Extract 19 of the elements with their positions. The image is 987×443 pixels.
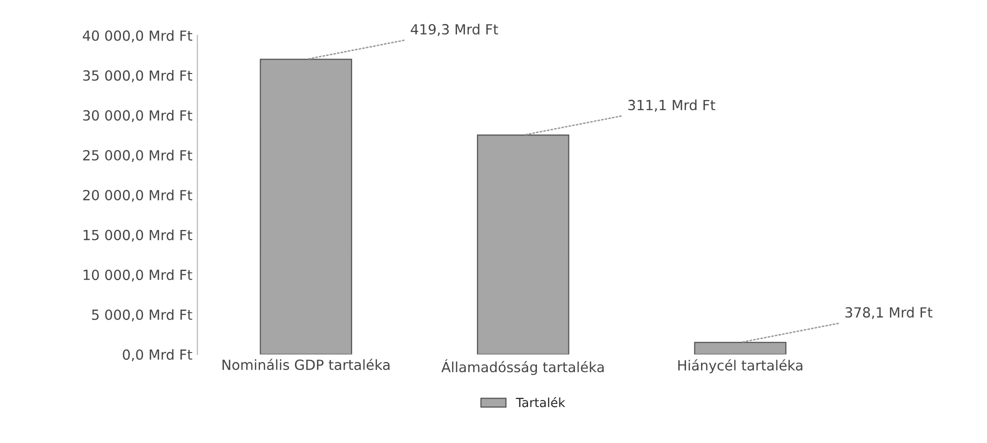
bar: [260, 58, 352, 354]
y-tick-label: 10 000,0 Mrd Ft: [84, 269, 192, 282]
x-tick-label: Nominális GDP tartaléka: [222, 358, 390, 370]
annotation: 419,3 Mrd Ft: [410, 24, 498, 36]
y-tick-label: 20 000,0 Mrd Ft: [83, 190, 192, 202]
y-tick-label: 0,0 Mrd Ft: [122, 349, 192, 362]
y-tick-label: 40 000,0 Mrd Ft: [82, 30, 192, 42]
x-tick-label: Államadósság tartaléka: [441, 359, 604, 375]
y-tick-label: 35 000,0 Mrd Ft: [83, 70, 192, 82]
y-tick-label: 30 000,0 Mrd Ft: [83, 110, 192, 122]
bar: [476, 134, 570, 354]
y-tick-label: 25 000,0 Mrd Ft: [83, 150, 192, 162]
legend-label: Tartalék: [516, 397, 566, 408]
x-tick-label: Hiánycél tartaléka: [678, 359, 802, 374]
bar: [694, 342, 786, 354]
y-tick-label: 15 000,0 Mrd Ft: [84, 230, 192, 242]
annotation: 311,1 Mrd Ft: [628, 100, 716, 112]
annotation: 378,1 Mrd Ft: [845, 306, 932, 320]
y-tick-label: 5 000,0 Mrd Ft: [92, 309, 192, 322]
